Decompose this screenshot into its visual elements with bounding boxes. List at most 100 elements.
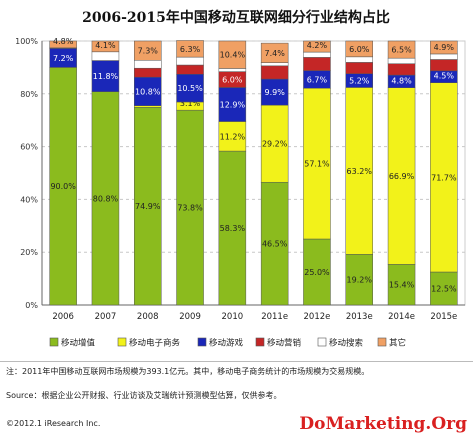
- source-note: Source：根据企业公开财报、行业访谈及艾瑞统计预测模型估算，仅供参考。: [6, 391, 282, 400]
- legend-label: 移动电子商务: [129, 338, 181, 349]
- bar-segment: [303, 40, 331, 53]
- bar-segment: [430, 82, 458, 273]
- bar-segment: [260, 78, 289, 106]
- y-tick-label: 60%: [20, 143, 38, 152]
- x-tick-label: 2010: [222, 312, 244, 322]
- bar-segment: [49, 67, 77, 306]
- legend-swatch: [377, 337, 387, 347]
- x-tick-label: 2013e: [346, 312, 373, 322]
- data-label: 19.2%: [347, 276, 373, 285]
- bar-segment: [303, 57, 331, 71]
- data-label: 12.9%: [220, 100, 246, 109]
- data-label: 11.8%: [93, 72, 119, 81]
- bar-segment: [260, 104, 289, 183]
- legend-swatch: [317, 337, 327, 347]
- separator-line: [0, 361, 473, 362]
- bar-segment: [387, 87, 416, 265]
- copyright: ©2012.1 iResearch Inc.: [6, 419, 101, 428]
- y-tick-label: 0%: [25, 301, 38, 310]
- data-label: 9.9%: [264, 88, 285, 97]
- data-label: 12.5%: [431, 285, 457, 294]
- data-label: 15.4%: [389, 281, 415, 290]
- bar-segment: [176, 40, 204, 58]
- bar-segment: [387, 57, 416, 64]
- x-tick-label: 2009: [179, 312, 201, 322]
- legend-swatch: [255, 337, 265, 347]
- data-label: 90.0%: [50, 182, 76, 191]
- legend-label: 移动营销: [267, 338, 302, 349]
- y-tick-label: 80%: [20, 90, 38, 99]
- bar-segment: [134, 76, 162, 106]
- x-tick-label: 2014e: [388, 312, 415, 322]
- legend-swatch: [49, 337, 59, 347]
- legend-label: 移动游戏: [209, 338, 244, 349]
- bar-segment: [91, 60, 120, 92]
- bar-segment: [260, 42, 289, 63]
- bar-segment: [345, 62, 373, 74]
- bar-segment: [303, 88, 331, 240]
- data-label: 63.2%: [347, 167, 373, 176]
- bar-segment: [218, 40, 247, 69]
- data-label: 4.5%: [434, 72, 455, 81]
- bar-segment: [430, 53, 458, 60]
- data-label: 73.8%: [177, 204, 203, 213]
- bar-segment: [387, 40, 416, 59]
- data-label: 7.3%: [138, 47, 159, 56]
- data-label: 4.9%: [434, 43, 455, 52]
- bar-segment: [345, 40, 373, 58]
- bar-segment: [218, 121, 247, 152]
- data-label: 10.8%: [135, 87, 161, 96]
- data-label: 5.2%: [349, 76, 370, 85]
- chart-title: 2006-2015年中国移动互联网细分行业结构占比: [82, 9, 390, 26]
- bar-segment: [91, 91, 120, 306]
- data-label: 6.0%: [349, 45, 370, 54]
- bar-segment: [176, 109, 204, 306]
- legend-label: 其它: [389, 338, 406, 349]
- x-tick-label: 2006: [52, 312, 74, 322]
- legend-label: 移动搜索: [329, 338, 363, 349]
- bar-segment: [430, 271, 458, 306]
- bar-segment: [430, 59, 458, 72]
- data-label: 46.5%: [262, 240, 288, 249]
- bar-segment: [218, 87, 247, 122]
- data-label: 4.8%: [391, 77, 412, 86]
- bar-segment: [49, 40, 77, 49]
- x-tick-label: 2007: [95, 312, 117, 322]
- bar-segment: [91, 51, 120, 61]
- data-label: 10.5%: [177, 84, 203, 93]
- data-label: 6.5%: [391, 46, 412, 55]
- bar-segment: [91, 40, 120, 53]
- data-label: 58.3%: [220, 224, 246, 233]
- y-tick-label: 100%: [15, 37, 38, 46]
- bar-segment: [260, 181, 289, 306]
- data-label: 4.8%: [53, 37, 74, 46]
- data-label: 71.7%: [431, 173, 457, 182]
- y-tick-label: 40%: [20, 195, 38, 204]
- data-label: 10.4%: [220, 51, 246, 60]
- data-label: 4.1%: [95, 41, 116, 50]
- bar-segment: [260, 62, 289, 67]
- x-tick-label: 2011e: [261, 312, 288, 322]
- data-label: 7.2%: [53, 54, 74, 63]
- data-label: 80.8%: [93, 194, 119, 203]
- data-label: 11.2%: [220, 132, 246, 141]
- data-label: 4.2%: [307, 41, 328, 50]
- bar-segment: [134, 67, 162, 78]
- x-tick-label: 2015e: [430, 312, 457, 322]
- data-label: 25.0%: [304, 268, 330, 277]
- bar-segment: [134, 60, 162, 69]
- data-label: 7.4%: [264, 49, 285, 58]
- bar-segment: [303, 51, 331, 58]
- data-label: 74.9%: [135, 202, 161, 211]
- data-label: 6.0%: [222, 76, 243, 85]
- data-label: 3.1%: [180, 99, 201, 108]
- legend-swatch: [117, 337, 127, 347]
- bar-segment: [218, 150, 247, 306]
- watermark: DoMarketing.Org: [299, 414, 467, 434]
- footnote: 注：2011年中国移动互联网市场规模为393.1亿元。其中，移动电子商务统计的市…: [6, 367, 370, 376]
- data-label: 29.2%: [262, 140, 288, 149]
- bar-segment: [345, 56, 373, 63]
- bar-segment: [134, 107, 162, 306]
- legend-label: 移动增值: [61, 338, 96, 349]
